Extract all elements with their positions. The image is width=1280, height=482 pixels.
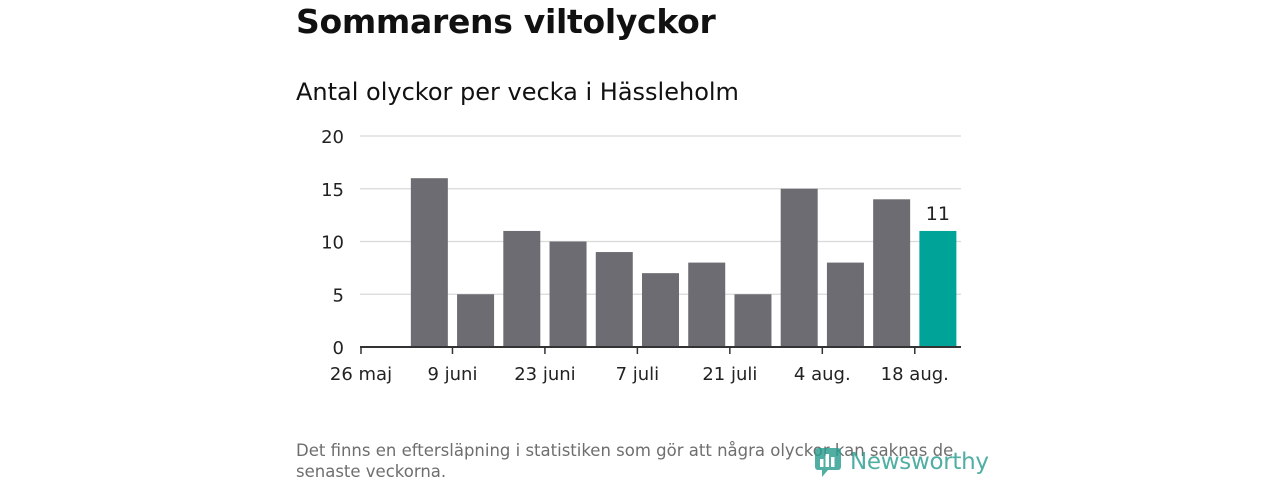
x-tick-label-0: 26 maj	[330, 364, 392, 385]
chart-subtitle: Antal olyckor per vecka i Hässleholm	[296, 78, 739, 106]
footnote: Det finns en eftersläpning i statistiken…	[296, 441, 954, 481]
y-tick-label-10: 10	[321, 233, 344, 254]
x-tick-label-4: 21 juli	[702, 364, 757, 385]
x-tick-label-5: 4 aug.	[794, 364, 851, 385]
bar	[780, 188, 818, 347]
bar	[873, 199, 911, 347]
bar-highlight	[919, 230, 957, 347]
x-tick-label-2: 23 juni	[514, 364, 575, 385]
bar	[549, 241, 587, 347]
y-tick-label-5: 5	[333, 285, 344, 306]
bar	[595, 252, 633, 347]
y-tick-label-20: 20	[321, 127, 344, 148]
bar	[642, 273, 679, 347]
bar	[457, 294, 495, 347]
x-tick-label-1: 9 juni	[427, 364, 477, 385]
bar	[503, 230, 541, 347]
y-tick-label-0: 0	[333, 338, 344, 359]
bar	[688, 262, 726, 347]
newsworthy-logo-icon	[815, 448, 841, 477]
chart-title: Sommarens viltolyckor	[296, 2, 716, 41]
bar	[826, 262, 864, 347]
newsworthy-logo: Newsworthy	[814, 446, 989, 478]
x-tick-label-6: 18 aug.	[881, 364, 949, 385]
newsworthy-logo-text: Newsworthy	[850, 449, 989, 475]
data-label: 11	[926, 203, 950, 225]
x-tick-label-3: 7 juli	[616, 364, 660, 385]
bar	[734, 294, 772, 347]
bar	[410, 178, 448, 347]
y-tick-label-15: 15	[321, 180, 344, 201]
bar-chart: 0 5 10 15 20 11 26 maj 9 juni 23 juni 7 juli 21 ju…	[321, 127, 961, 385]
